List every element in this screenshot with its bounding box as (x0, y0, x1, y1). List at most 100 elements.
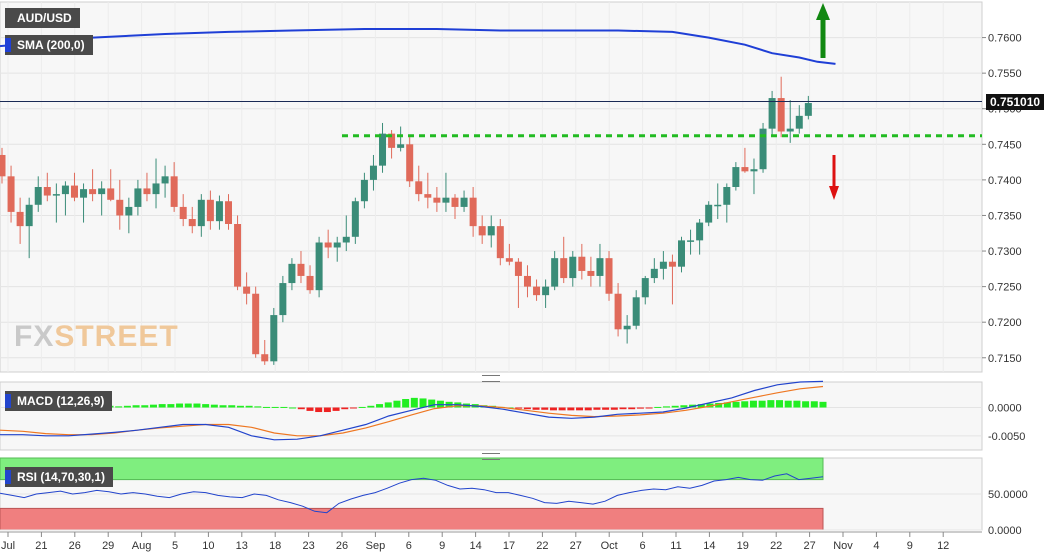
sma-200-line (0, 28, 836, 65)
macd-hist-pos (219, 405, 227, 408)
macd-hist-neg (619, 407, 627, 410)
candle-down (388, 133, 396, 148)
macd-hist-neg (610, 407, 618, 410)
candle-up (25, 204, 33, 227)
candle-down (560, 258, 568, 279)
candle-up (333, 242, 341, 248)
bearish-arrow-head (829, 186, 839, 200)
macd-hist-pos (149, 404, 157, 408)
last-price-badge: 0.751010 (986, 94, 1045, 110)
candle-down (143, 188, 151, 195)
candle-up (197, 199, 205, 227)
candle-up (768, 98, 776, 129)
macd-hist-pos (410, 397, 418, 408)
macd-hist-pos (749, 400, 757, 408)
macd-hist-pos (271, 406, 279, 408)
candle-up (786, 128, 794, 132)
macd-label: MACD (12,26,9) (5, 391, 113, 411)
candle-up (542, 286, 550, 296)
candle-up (678, 240, 685, 267)
candle-down (614, 293, 622, 330)
candle-down (306, 275, 314, 291)
rsi-swatch (5, 470, 11, 484)
candle-up (360, 179, 368, 202)
macd-hist-pos (767, 400, 775, 408)
candle-down (206, 199, 214, 222)
macd-hist-pos (793, 400, 801, 408)
candle-down (252, 293, 260, 355)
x-tick-label: 6 (406, 540, 412, 552)
candle-up (161, 176, 169, 184)
candle-up (551, 258, 559, 287)
x-tick-label: 22 (536, 540, 548, 552)
candle-down (469, 197, 477, 227)
macd-hist-pos (289, 407, 297, 409)
x-tick-label: 17 (503, 540, 515, 552)
x-tick-label: 10 (202, 540, 214, 552)
x-tick-label: Sep (366, 540, 386, 552)
macd-hist-neg (515, 407, 523, 409)
price-tick-label: 0.7150 (988, 353, 1022, 365)
candle-up (795, 115, 803, 129)
macd-hist-pos (662, 406, 670, 408)
x-tick-label: 9 (439, 540, 445, 552)
macd-text: MACD (12,26,9) (17, 394, 105, 408)
pane-resize-handle-rsi[interactable] (482, 453, 500, 460)
macd-hist-pos (115, 406, 123, 408)
candle-up (315, 242, 323, 291)
macd-hist-neg (306, 407, 314, 411)
macd-hist-pos (732, 401, 740, 408)
x-tick-label: 26 (336, 540, 348, 552)
candle-up (134, 188, 142, 207)
x-tick-label: 27 (570, 540, 582, 552)
candle-up (279, 283, 287, 316)
x-tick-label: 4 (873, 540, 879, 552)
candle-down (605, 258, 613, 294)
macd-hist-neg (523, 407, 531, 410)
price-tick-label: 0.7550 (988, 68, 1022, 80)
candle-up (215, 201, 223, 222)
candle-down (170, 176, 178, 207)
x-tick-label: 23 (302, 540, 314, 552)
bullish-arrow-head (816, 3, 830, 20)
candle-down (668, 261, 676, 267)
rsi-line (0, 473, 824, 514)
watermark-street: STREET (54, 320, 179, 353)
macd-hist-pos (680, 405, 688, 408)
macd-hist-pos (758, 400, 766, 408)
macd-hist-neg (645, 407, 653, 409)
pane-resize-handle-macd[interactable] (482, 375, 500, 382)
macd-hist-pos (654, 406, 662, 408)
x-tick-label: 6 (640, 540, 646, 552)
candle-up (52, 194, 60, 196)
symbol-text: AUD/USD (17, 11, 72, 25)
price-tick-label: 0.7350 (988, 210, 1022, 222)
candle-up (650, 268, 658, 279)
macd-tick-label: -0.0050 (988, 431, 1025, 443)
candle-up (759, 128, 767, 170)
macd-hist-neg (549, 407, 557, 411)
candle-down (188, 219, 196, 227)
watermark-fx: FX (14, 320, 55, 353)
rsi-label: RSI (14,70,30,1) (5, 467, 114, 487)
candle-down (505, 258, 513, 262)
macd-hist-pos (367, 405, 375, 408)
macd-pane-bg (0, 381, 983, 451)
candle-down (741, 167, 749, 172)
macd-hist-neg (576, 407, 584, 411)
candle-down (16, 211, 24, 227)
rsi-tick-label: 0.0000 (988, 525, 1022, 537)
macd-hist-pos (184, 403, 192, 408)
macd-hist-pos (176, 403, 184, 408)
candle-down (415, 181, 423, 195)
macd-hist-neg (593, 407, 601, 410)
candle-down (234, 224, 242, 287)
x-tick-label: 27 (803, 540, 815, 552)
sma-swatch (5, 38, 11, 52)
symbol-swatch (5, 11, 11, 25)
x-tick-label: 5 (172, 540, 178, 552)
macd-hist-pos (697, 404, 705, 408)
candle-down (433, 197, 441, 203)
